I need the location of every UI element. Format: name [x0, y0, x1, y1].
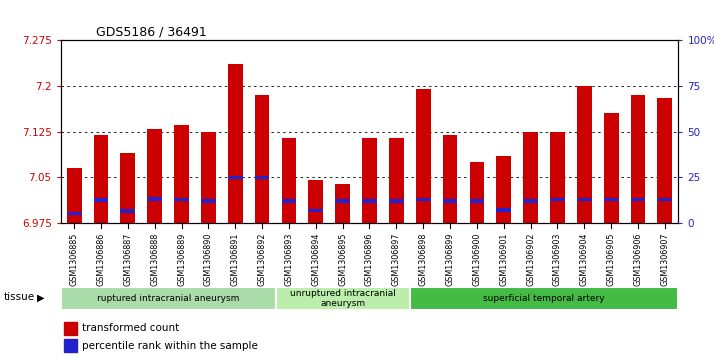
Bar [470, 199, 484, 203]
Bar [523, 131, 538, 223]
Bar [362, 199, 377, 203]
Text: GSM1306904: GSM1306904 [580, 233, 589, 286]
Text: GSM1306905: GSM1306905 [607, 233, 615, 286]
Bar [630, 95, 645, 223]
Text: GDS5186 / 36491: GDS5186 / 36491 [96, 25, 207, 38]
Bar [94, 135, 109, 223]
Bar [255, 176, 269, 179]
Bar [228, 64, 243, 223]
Text: tissue: tissue [4, 292, 35, 302]
Bar [523, 199, 538, 203]
Text: superficial temporal artery: superficial temporal artery [483, 294, 605, 303]
Bar [410, 287, 678, 310]
Bar [201, 131, 216, 223]
Text: GSM1306888: GSM1306888 [150, 233, 159, 286]
Bar [604, 113, 618, 223]
Text: GSM1306898: GSM1306898 [418, 233, 428, 286]
Bar [308, 209, 323, 212]
Bar [550, 131, 565, 223]
Bar [147, 197, 162, 201]
Bar [121, 153, 135, 223]
Bar [389, 199, 403, 203]
Bar [61, 287, 276, 310]
Text: GSM1306892: GSM1306892 [258, 233, 266, 286]
Bar [94, 198, 109, 202]
Bar [496, 156, 511, 223]
Bar [174, 126, 189, 223]
Text: ▶: ▶ [37, 292, 45, 302]
Bar [443, 199, 458, 203]
Text: GSM1306885: GSM1306885 [70, 233, 79, 286]
Bar [577, 197, 592, 201]
Bar [577, 86, 592, 223]
Bar [362, 138, 377, 223]
Text: GSM1306893: GSM1306893 [284, 233, 293, 286]
Text: GSM1306891: GSM1306891 [231, 233, 240, 286]
Text: GSM1306895: GSM1306895 [338, 233, 347, 286]
Bar [496, 208, 511, 212]
Text: GSM1306901: GSM1306901 [499, 233, 508, 286]
Text: GSM1306907: GSM1306907 [660, 233, 669, 286]
Bar [630, 197, 645, 201]
Text: transformed count: transformed count [82, 323, 179, 333]
Bar [255, 95, 269, 223]
Bar [550, 197, 565, 201]
Bar [276, 287, 410, 310]
Bar [336, 184, 350, 223]
Bar [281, 199, 296, 203]
Bar [228, 176, 243, 179]
Bar [658, 197, 673, 201]
Text: GSM1306886: GSM1306886 [96, 233, 106, 286]
Text: GSM1306900: GSM1306900 [473, 233, 481, 286]
Text: ruptured intracranial aneurysm: ruptured intracranial aneurysm [97, 294, 239, 303]
Bar [470, 162, 484, 223]
Text: GSM1306902: GSM1306902 [526, 233, 535, 286]
Text: GSM1306887: GSM1306887 [124, 233, 132, 286]
Bar [66, 168, 81, 223]
Bar [201, 199, 216, 203]
Text: GSM1306896: GSM1306896 [365, 233, 374, 286]
Bar [64, 322, 77, 335]
Bar [389, 138, 403, 223]
Bar [121, 209, 135, 213]
Bar [443, 135, 458, 223]
Text: GSM1306899: GSM1306899 [446, 233, 455, 286]
Text: GSM1306897: GSM1306897 [392, 233, 401, 286]
Text: percentile rank within the sample: percentile rank within the sample [82, 340, 258, 351]
Text: GSM1306906: GSM1306906 [633, 233, 643, 286]
Bar [336, 199, 350, 203]
Bar [147, 129, 162, 223]
Text: GSM1306889: GSM1306889 [177, 233, 186, 286]
Bar [281, 138, 296, 223]
Bar [308, 180, 323, 223]
Bar [604, 197, 618, 201]
Text: unruptured intracranial
aneurysm: unruptured intracranial aneurysm [290, 289, 396, 308]
Text: GSM1306894: GSM1306894 [311, 233, 321, 286]
Bar [658, 98, 673, 223]
Text: GSM1306890: GSM1306890 [204, 233, 213, 286]
Bar [174, 197, 189, 201]
Bar [416, 89, 431, 223]
Text: GSM1306903: GSM1306903 [553, 233, 562, 286]
Bar [66, 212, 81, 215]
Bar [64, 339, 77, 352]
Bar [416, 197, 431, 201]
